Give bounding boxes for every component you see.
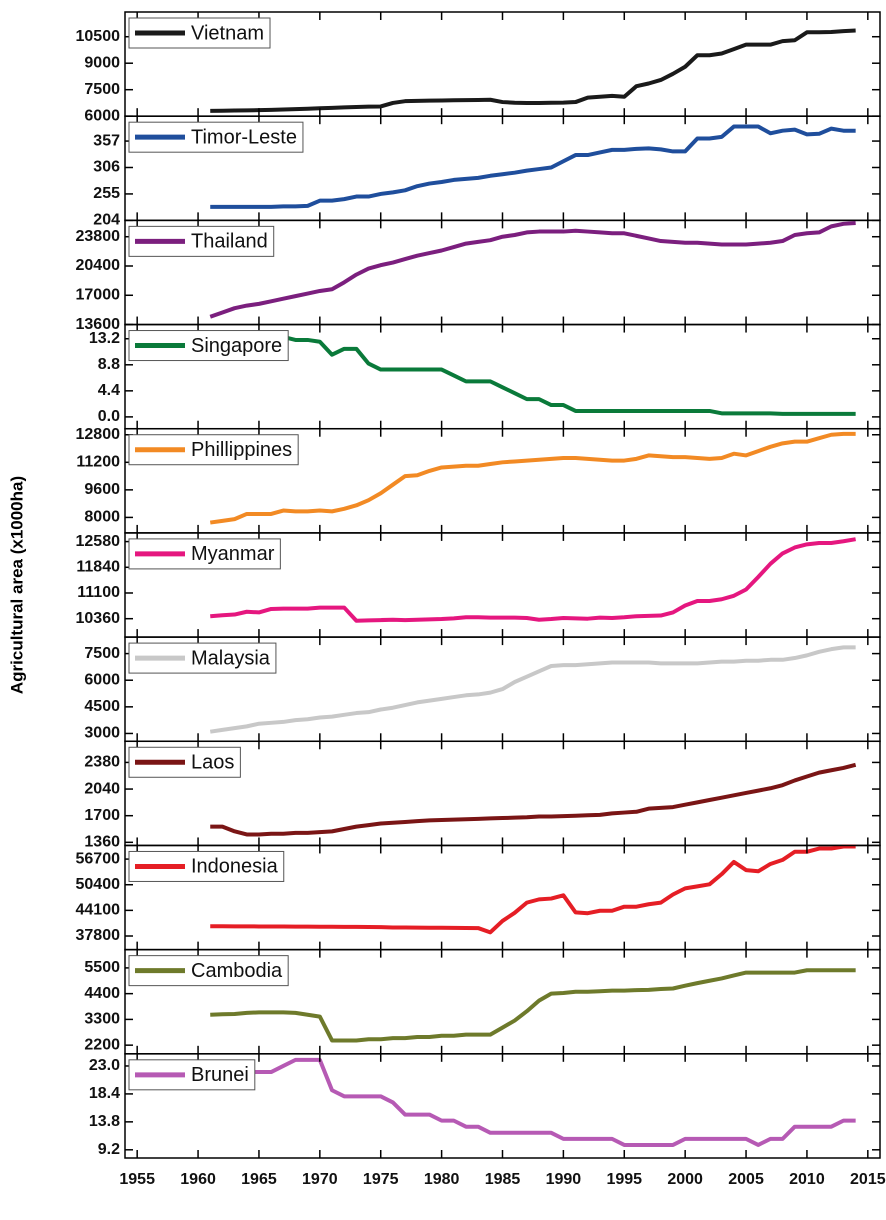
y-tick-label: 4500 xyxy=(84,698,120,715)
y-tick-label: 18.4 xyxy=(89,1085,120,1102)
series-line xyxy=(210,124,856,209)
x-tick-label: 2010 xyxy=(789,1171,825,1188)
x-tick-label: 2015 xyxy=(850,1171,886,1188)
y-tick-label: 1700 xyxy=(84,807,120,824)
x-tick-label: 1975 xyxy=(363,1171,399,1188)
y-axis-label: Agricultural area (x1000ha) xyxy=(7,476,26,694)
y-tick-label: 11840 xyxy=(76,559,120,576)
y-tick-label: 3300 xyxy=(84,1011,120,1028)
x-tick-label: 2000 xyxy=(667,1171,703,1188)
series-line xyxy=(210,28,856,113)
y-tick-label: 6000 xyxy=(84,671,120,688)
y-tick-label: 9000 xyxy=(84,54,120,71)
y-tick-label: 44100 xyxy=(76,902,121,919)
x-tick-label: 1970 xyxy=(302,1171,338,1188)
legend-label: Thailand xyxy=(191,231,268,253)
legend-label: Vietnam xyxy=(191,22,264,44)
y-tick-label: 17000 xyxy=(76,286,121,303)
x-tick-label: 1980 xyxy=(424,1171,460,1188)
series-line xyxy=(210,1057,856,1147)
x-tick-label: 1955 xyxy=(119,1171,155,1188)
y-tick-label: 357 xyxy=(93,132,120,149)
x-tick-label: 1995 xyxy=(606,1171,642,1188)
legend-label: Phillippines xyxy=(191,439,292,461)
x-tick-label: 1960 xyxy=(180,1171,216,1188)
y-tick-label: 13.2 xyxy=(89,330,120,347)
series-line xyxy=(210,844,856,935)
y-tick-label: 23.0 xyxy=(89,1057,120,1074)
y-tick-label: 10360 xyxy=(76,610,121,627)
series-line xyxy=(210,332,856,416)
legend-label: Singapore xyxy=(191,335,282,357)
y-tick-label: 2040 xyxy=(84,780,120,797)
y-tick-label: 5500 xyxy=(84,959,120,976)
y-tick-label: 20400 xyxy=(76,257,121,274)
y-tick-label: 6000 xyxy=(84,107,120,124)
y-tick-label: 13600 xyxy=(76,316,121,333)
y-tick-label: 8.8 xyxy=(98,356,120,373)
y-tick-label: 10500 xyxy=(76,28,121,45)
y-tick-label: 204 xyxy=(93,212,120,229)
y-tick-label: 11100 xyxy=(77,584,120,601)
series-line xyxy=(210,968,856,1043)
y-tick-label: 306 xyxy=(93,159,120,176)
y-tick-label: 9.2 xyxy=(98,1141,120,1158)
x-tick-label: 1990 xyxy=(546,1171,582,1188)
x-tick-label: 2005 xyxy=(728,1171,764,1188)
y-tick-label: 255 xyxy=(93,185,120,202)
series-line xyxy=(209,431,856,525)
y-tick-label: 7500 xyxy=(84,645,120,662)
x-tick-label: 1965 xyxy=(241,1171,277,1188)
legend-label: Laos xyxy=(191,752,234,774)
y-tick-label: 2200 xyxy=(84,1036,120,1053)
series-line xyxy=(210,537,856,623)
legend-label: Brunei xyxy=(191,1064,249,1086)
legend-box xyxy=(128,17,271,49)
y-tick-label: 50400 xyxy=(76,876,121,893)
y-tick-label: 12800 xyxy=(76,426,121,443)
y-tick-label: 4400 xyxy=(84,985,120,1002)
series-line xyxy=(210,762,857,837)
y-tick-label: 37800 xyxy=(76,927,121,944)
legend-label: Timor-Leste xyxy=(191,126,297,148)
legend-label: Cambodia xyxy=(191,960,283,982)
series-line xyxy=(209,645,856,734)
y-tick-label: 2380 xyxy=(84,754,120,771)
y-tick-label: 9600 xyxy=(84,481,120,498)
y-tick-label: 7500 xyxy=(84,81,120,98)
y-tick-label: 1360 xyxy=(84,834,120,851)
y-tick-label: 23800 xyxy=(76,228,121,245)
y-tick-label: 8000 xyxy=(84,509,120,526)
y-tick-label: 4.4 xyxy=(98,382,120,399)
y-tick-label: 0.0 xyxy=(98,408,120,425)
series-line xyxy=(209,220,856,319)
legend-label: Myanmar xyxy=(191,543,275,565)
y-tick-label: 11200 xyxy=(76,454,120,471)
legend-label: Indonesia xyxy=(191,856,279,878)
y-tick-label: 3000 xyxy=(84,725,120,742)
x-tick-label: 1985 xyxy=(485,1171,521,1188)
y-tick-label: 13.8 xyxy=(89,1113,120,1130)
y-tick-label: 56700 xyxy=(76,850,121,867)
y-tick-label: 12580 xyxy=(76,533,121,550)
legend-label: Malaysia xyxy=(191,647,271,669)
